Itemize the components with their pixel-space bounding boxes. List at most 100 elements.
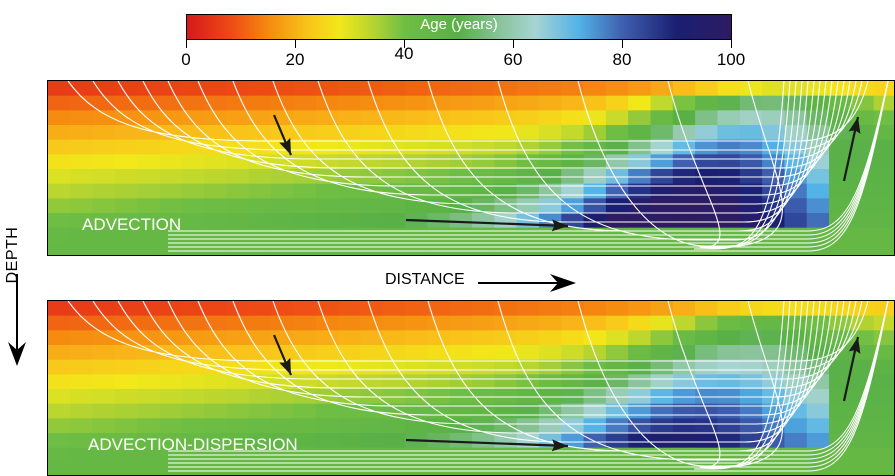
age-cell xyxy=(48,330,71,346)
age-cell xyxy=(583,110,607,126)
age-cell xyxy=(48,242,71,255)
age-cell xyxy=(92,110,116,126)
age-cell xyxy=(695,433,719,449)
age-cell xyxy=(605,242,629,255)
age-cell xyxy=(762,81,786,97)
age-cell xyxy=(226,315,250,331)
age-cell xyxy=(315,330,339,346)
age-cell xyxy=(672,198,696,214)
age-cell xyxy=(762,301,786,317)
age-cell xyxy=(717,433,741,449)
age-cell xyxy=(650,462,674,475)
age-cell xyxy=(382,301,406,317)
age-cell xyxy=(137,183,161,199)
age-cell xyxy=(405,242,428,255)
age-cell xyxy=(739,213,763,229)
age-cell xyxy=(315,374,339,390)
age-cell xyxy=(806,213,830,229)
age-cell xyxy=(672,301,696,317)
age-cell xyxy=(494,345,518,361)
age-cell xyxy=(360,198,384,214)
age-cell xyxy=(48,359,71,375)
age-cell xyxy=(382,374,406,390)
age-cell xyxy=(672,110,696,126)
age-cell xyxy=(181,183,205,199)
age-cell xyxy=(472,359,495,375)
age-cell xyxy=(628,301,652,317)
age-cell xyxy=(873,374,894,390)
age-cell xyxy=(70,403,94,419)
age-cell xyxy=(382,110,406,126)
age-cell xyxy=(48,95,71,111)
age-cell xyxy=(137,242,161,255)
age-cell xyxy=(605,433,629,449)
age-cell xyxy=(360,433,384,449)
age-cell xyxy=(449,110,473,126)
age-cell xyxy=(538,242,562,255)
age-cell xyxy=(538,315,562,331)
streamline xyxy=(197,301,839,407)
age-cell xyxy=(806,433,830,449)
age-cell xyxy=(561,110,585,126)
age-cell xyxy=(338,110,362,126)
streamline xyxy=(67,301,869,362)
age-cell xyxy=(628,462,652,475)
age-cell xyxy=(405,95,428,111)
age-cell xyxy=(405,462,428,475)
age-cell xyxy=(449,125,473,141)
age-cell xyxy=(717,315,741,331)
age-cell xyxy=(739,139,763,155)
age-cell xyxy=(48,374,71,390)
age-cell xyxy=(360,359,384,375)
age-cell xyxy=(338,95,362,111)
age-cell xyxy=(360,139,384,155)
colorbar-tick-label: 80 xyxy=(612,50,632,69)
age-cell xyxy=(114,403,138,419)
age-cell xyxy=(248,462,272,475)
age-cell xyxy=(181,110,205,126)
age-cell xyxy=(114,242,138,255)
age-cell xyxy=(226,462,250,475)
age-cell xyxy=(494,418,518,434)
age-cell xyxy=(605,213,629,229)
age-cell xyxy=(48,198,71,214)
age-cell xyxy=(137,389,161,405)
streamline xyxy=(693,301,785,470)
age-cell xyxy=(494,95,518,111)
age-cell xyxy=(204,95,228,111)
advection-dispersion-panel: ADVECTION-DISPERSION xyxy=(47,300,895,476)
age-cell xyxy=(605,359,629,375)
age-cell xyxy=(851,227,875,243)
age-cell xyxy=(204,110,228,126)
age-cell xyxy=(114,183,138,199)
age-cell xyxy=(695,359,719,375)
age-cell xyxy=(226,389,250,405)
age-cell xyxy=(516,125,540,141)
age-cell xyxy=(360,81,384,97)
age-cell xyxy=(382,81,406,97)
age-cell xyxy=(695,301,719,317)
age-cell xyxy=(561,242,585,255)
age-cell xyxy=(70,374,94,390)
age-cell xyxy=(494,315,518,331)
age-cell xyxy=(114,315,138,331)
age-cell xyxy=(561,95,585,111)
age-cell xyxy=(449,301,473,317)
age-cell xyxy=(315,359,339,375)
age-cell xyxy=(538,330,562,346)
age-cell xyxy=(137,169,161,185)
age-cell xyxy=(226,139,250,155)
age-cell xyxy=(650,198,674,214)
streamline xyxy=(367,301,815,443)
age-cell xyxy=(293,345,317,361)
distance-arrow-icon xyxy=(478,274,576,292)
age-cell xyxy=(181,403,205,419)
age-cell xyxy=(873,462,894,475)
age-cell xyxy=(248,198,272,214)
age-cell xyxy=(806,242,830,255)
age-cell xyxy=(137,198,161,214)
age-cell xyxy=(70,81,94,97)
age-cell xyxy=(561,213,585,229)
age-cell xyxy=(762,462,786,475)
age-cell xyxy=(315,242,339,255)
